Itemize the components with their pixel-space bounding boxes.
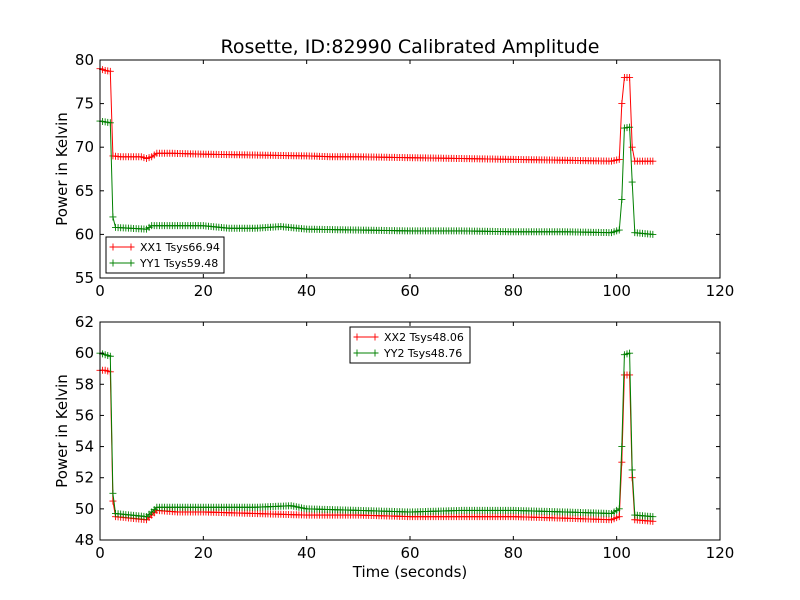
- data-point-marker: [615, 226, 623, 234]
- legend-marker: [371, 333, 379, 341]
- y-tick-label: 55: [75, 269, 94, 287]
- series-1-panel-1: [96, 65, 657, 165]
- data-point-marker: [109, 497, 117, 505]
- legend-marker: [109, 243, 117, 251]
- bottom-subplot: 0 20 40 60 80 100 120 48 50 52 54 56 58 60 62 Power in …: [53, 313, 734, 562]
- legend-marker: [127, 259, 135, 267]
- legend-marker: [371, 349, 379, 357]
- data-point-marker: [626, 123, 634, 131]
- legend-label: XX1 Tsys66.94: [140, 241, 220, 254]
- x-tick-label: 80: [504, 282, 523, 300]
- series-2-panel-2: [96, 349, 657, 521]
- y-tick-label: 58: [75, 375, 94, 393]
- legend-label: YY1 Tsys59.48: [139, 257, 218, 270]
- x-tick-label: 20: [194, 544, 213, 562]
- x-tick-label: 0: [95, 282, 105, 300]
- legend-label: XX2 Tsys48.06: [384, 331, 464, 344]
- data-point-marker: [628, 178, 636, 186]
- x-tick-label: 20: [194, 282, 213, 300]
- y-tick-label: 80: [75, 51, 94, 69]
- chart-title-top: Rosette, ID:82990 Calibrated Amplitude: [221, 36, 600, 58]
- legend-box: [349, 326, 471, 364]
- x-tick-label: 100: [602, 544, 631, 562]
- y-axis-label: Power in Kelvin: [53, 112, 71, 226]
- data-point-marker: [628, 466, 636, 474]
- top-subplot: 0 20 40 60 80 100 120 55 60 65 70 75 80 Power in Kelv…: [53, 51, 734, 300]
- y-tick-label: 54: [75, 438, 94, 456]
- legend-marker: [353, 349, 361, 357]
- data-point-marker: [109, 213, 117, 221]
- data-point-marker: [618, 458, 626, 466]
- y-tick-label: 65: [75, 182, 94, 200]
- y-axis-label: Power in Kelvin: [53, 374, 71, 488]
- data-point-marker: [615, 513, 623, 521]
- x-tick-label: 40: [297, 544, 316, 562]
- y-tick-label: 62: [75, 313, 94, 331]
- data-point-marker: [618, 443, 626, 451]
- data-point-marker: [106, 119, 114, 127]
- data-point-marker: [626, 73, 634, 81]
- legend: XX2 Tsys48.06 YY2 Tsys48.76: [349, 326, 471, 364]
- data-point-marker: [628, 143, 636, 151]
- data-point-marker: [649, 230, 657, 238]
- x-tick-label: 0: [95, 544, 105, 562]
- data-point-marker: [106, 67, 114, 75]
- x-tick-label: 80: [504, 544, 523, 562]
- data-point-marker: [649, 157, 657, 165]
- x-tick-label: 120: [706, 282, 735, 300]
- data-point-marker: [626, 349, 634, 357]
- data-point-marker: [615, 155, 623, 163]
- y-tick-label: 50: [75, 500, 94, 518]
- legend-marker: [127, 243, 135, 251]
- data-point-marker: [649, 513, 657, 521]
- y-tick-label: 52: [75, 469, 94, 487]
- data-point-marker: [618, 100, 626, 108]
- y-tick-label: 60: [75, 225, 94, 243]
- x-tick-label: 40: [297, 282, 316, 300]
- series-2-panel-1: [96, 117, 657, 238]
- legend-label: YY2 Tsys48.76: [383, 347, 462, 360]
- legend-marker: [109, 259, 117, 267]
- legend-box: [105, 236, 225, 274]
- data-point-marker: [618, 196, 626, 204]
- y-tick-label: 70: [75, 138, 94, 156]
- data-point-marker: [109, 489, 117, 497]
- y-tick-label: 56: [75, 406, 94, 424]
- x-tick-label: 60: [400, 544, 419, 562]
- legend: XX1 Tsys66.94 YY1 Tsys59.48: [105, 236, 225, 274]
- x-axis-label: Time (seconds): [352, 563, 468, 581]
- y-tick-label: 60: [75, 344, 94, 362]
- data-point-marker: [615, 505, 623, 513]
- y-tick-label: 48: [75, 531, 94, 549]
- y-tick-label: 75: [75, 95, 94, 113]
- x-tick-label: 100: [602, 282, 631, 300]
- data-point-marker: [106, 352, 114, 360]
- x-tick-label: 120: [706, 544, 735, 562]
- x-tick-label: 60: [400, 282, 419, 300]
- legend-marker: [353, 333, 361, 341]
